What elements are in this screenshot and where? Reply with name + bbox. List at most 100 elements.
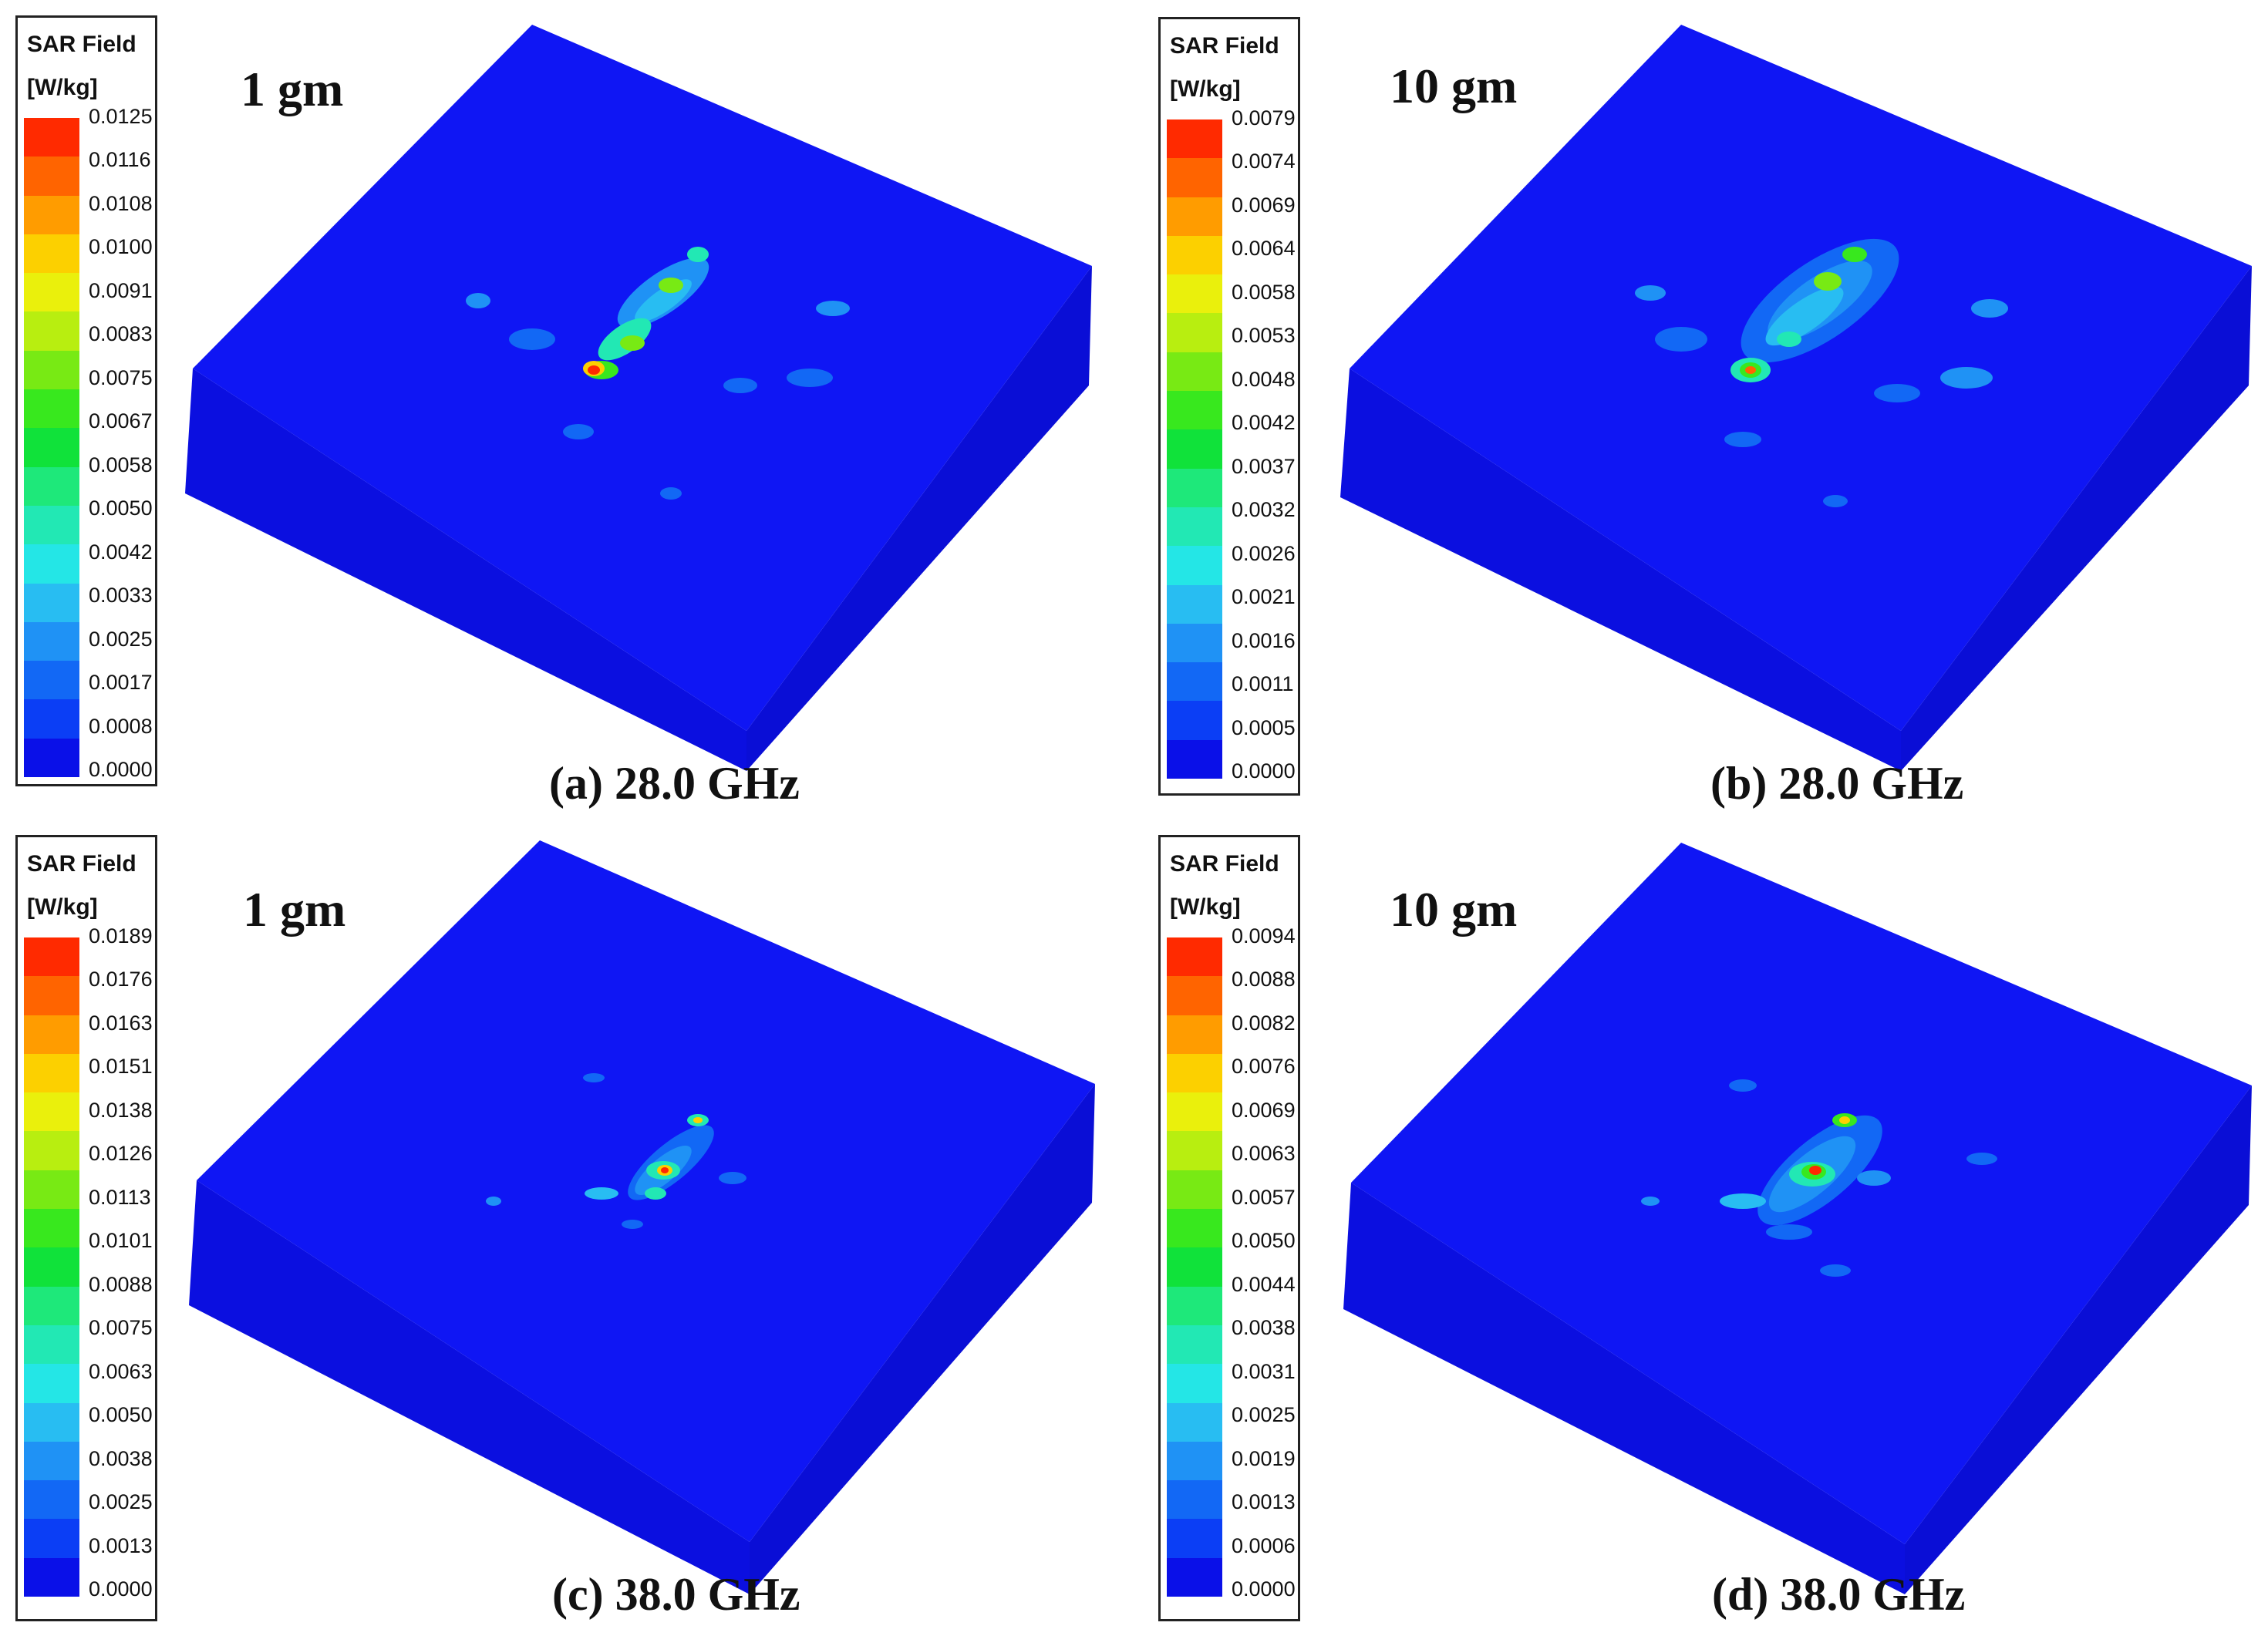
- legend-tick: 0.0016: [1232, 629, 1296, 652]
- legend-color-band: [24, 118, 79, 157]
- legend-color-band: [1167, 158, 1222, 198]
- legend-color-band: [1167, 1325, 1222, 1365]
- legend-colorbar: [24, 937, 79, 1597]
- sar-hotspots: [466, 247, 850, 500]
- slab-right-face: [1901, 266, 2252, 771]
- legend-tick: 0.0101: [89, 1229, 153, 1252]
- legend-color-band: [24, 466, 79, 507]
- legend-color-band: [1167, 1519, 1222, 1559]
- legend-color-band: [24, 937, 79, 977]
- legend-tick: 0.0019: [1232, 1447, 1296, 1470]
- legend-color-band: [24, 428, 79, 468]
- legend-title: SAR Field: [27, 851, 136, 877]
- legend-color-band: [24, 1170, 79, 1210]
- legend-tick: 0.0032: [1232, 498, 1296, 521]
- legend-unit: [W/kg]: [1170, 894, 1241, 920]
- legend-tick: 0.0069: [1232, 1099, 1296, 1122]
- legend-tick: 0.0088: [89, 1273, 153, 1296]
- mass-average-label: 1 gm: [241, 62, 344, 116]
- panel-a: SAR Field [W/kg] 0.0125 0.0116 0.0108 0.…: [0, 0, 1134, 823]
- legend-tick: 0.0125: [89, 105, 153, 128]
- legend-tick: 0.0076: [1232, 1055, 1296, 1078]
- legend-color-band: [1167, 507, 1222, 547]
- legend-color-band: [1167, 1170, 1222, 1210]
- legend-color-band: [1167, 235, 1222, 275]
- legend-tick: 0.0067: [89, 409, 153, 433]
- legend-color-band: [24, 1053, 79, 1093]
- legend-tick: 0.0058: [1232, 281, 1296, 304]
- legend-color-band: [24, 195, 79, 235]
- legend-tick: 0.0113: [89, 1186, 151, 1209]
- legend-color-band: [1167, 1364, 1222, 1404]
- legend-tick: 0.0008: [89, 715, 153, 738]
- legend-color-band: [24, 1519, 79, 1559]
- legend-tick: 0.0000: [1232, 1577, 1296, 1601]
- sar-slab-plot: [185, 25, 1092, 771]
- slab-top-face: [1350, 25, 2252, 731]
- legend-color-band: [1167, 274, 1222, 314]
- legend-tick: 0.0025: [1232, 1403, 1296, 1426]
- slab-right-face: [750, 1084, 1095, 1594]
- legend-tick: 0.0050: [89, 1403, 153, 1426]
- legend-color-band: [24, 1325, 79, 1365]
- legend-tick: 0.0025: [89, 628, 153, 651]
- sar-slab-plot: [1343, 843, 2252, 1594]
- legend-tick: 0.0048: [1232, 368, 1296, 391]
- legend-tick: 0.0189: [89, 924, 153, 948]
- legend-tick: 0.0037: [1232, 455, 1296, 478]
- legend-color-band: [24, 505, 79, 545]
- panel-caption: (b) 28.0 GHz: [1710, 758, 1964, 809]
- legend-color-band: [24, 699, 79, 739]
- sar-slab-plot: [189, 840, 1095, 1594]
- legend-tick: 0.0083: [89, 322, 153, 345]
- legend-tick: 0.0021: [1232, 585, 1296, 608]
- legend-color-band: [24, 273, 79, 312]
- legend-color-band: [1167, 468, 1222, 508]
- legend-color-band: [24, 1092, 79, 1132]
- slab-right-face: [746, 266, 1092, 771]
- legend-tick: 0.0038: [1232, 1316, 1296, 1339]
- sar-slab-plot: [1340, 25, 2252, 771]
- legend-tick: 0.0079: [1232, 106, 1296, 130]
- legend-color-band: [1167, 1247, 1222, 1288]
- mass-average-label: 10 gm: [1390, 882, 1518, 937]
- legend-color-band: [1167, 1092, 1222, 1132]
- slab-front-face: [1343, 1183, 1905, 1594]
- legend-tick: 0.0000: [89, 758, 153, 781]
- legend-color-band: [24, 1441, 79, 1481]
- legend-color-band: [24, 350, 79, 390]
- legend-color-band: [24, 544, 79, 584]
- legend-tick: 0.0176: [89, 968, 153, 991]
- panel-c: SAR Field [W/kg] 0.0189 0.0176 0.0163 0.…: [0, 823, 1134, 1646]
- legend-color-band: [24, 1402, 79, 1442]
- legend-color-band: [24, 1209, 79, 1248]
- legend-tick: 0.0033: [89, 584, 153, 607]
- legend-tick: 0.0075: [89, 366, 153, 389]
- legend-tick: 0.0069: [1232, 194, 1296, 217]
- slab-front-face: [185, 369, 746, 771]
- mass-average-label: 1 gm: [243, 882, 346, 937]
- slab-right-face: [1905, 1086, 2252, 1594]
- mass-average-label: 10 gm: [1390, 59, 1518, 113]
- legend-tick: 0.0013: [1232, 1490, 1296, 1513]
- legend-color-band: [1167, 352, 1222, 392]
- legend-color-band: [24, 661, 79, 700]
- legend-color-band: [1167, 1557, 1222, 1597]
- legend-color-band: [24, 1480, 79, 1520]
- legend-tick: 0.0031: [1232, 1360, 1296, 1383]
- legend-tick: 0.0116: [89, 148, 151, 171]
- legend-tick: 0.0026: [1232, 542, 1296, 565]
- legend-color-band: [1167, 197, 1222, 237]
- legend-tick: 0.0126: [89, 1142, 153, 1165]
- legend-color-band: [1167, 701, 1222, 741]
- legend-tick: 0.0075: [89, 1316, 153, 1339]
- legend-color-band: [1167, 1402, 1222, 1442]
- legend-color-band: [24, 976, 79, 1016]
- legend-tick: 0.0042: [1232, 411, 1296, 434]
- legend-color-band: [24, 1131, 79, 1171]
- legend-tick: 0.0057: [1232, 1186, 1296, 1209]
- legend-color-band: [1167, 1131, 1222, 1171]
- sar-hotspots: [1641, 1079, 1997, 1277]
- legend-tick: 0.0000: [89, 1577, 153, 1601]
- slab-top-face: [193, 25, 1092, 731]
